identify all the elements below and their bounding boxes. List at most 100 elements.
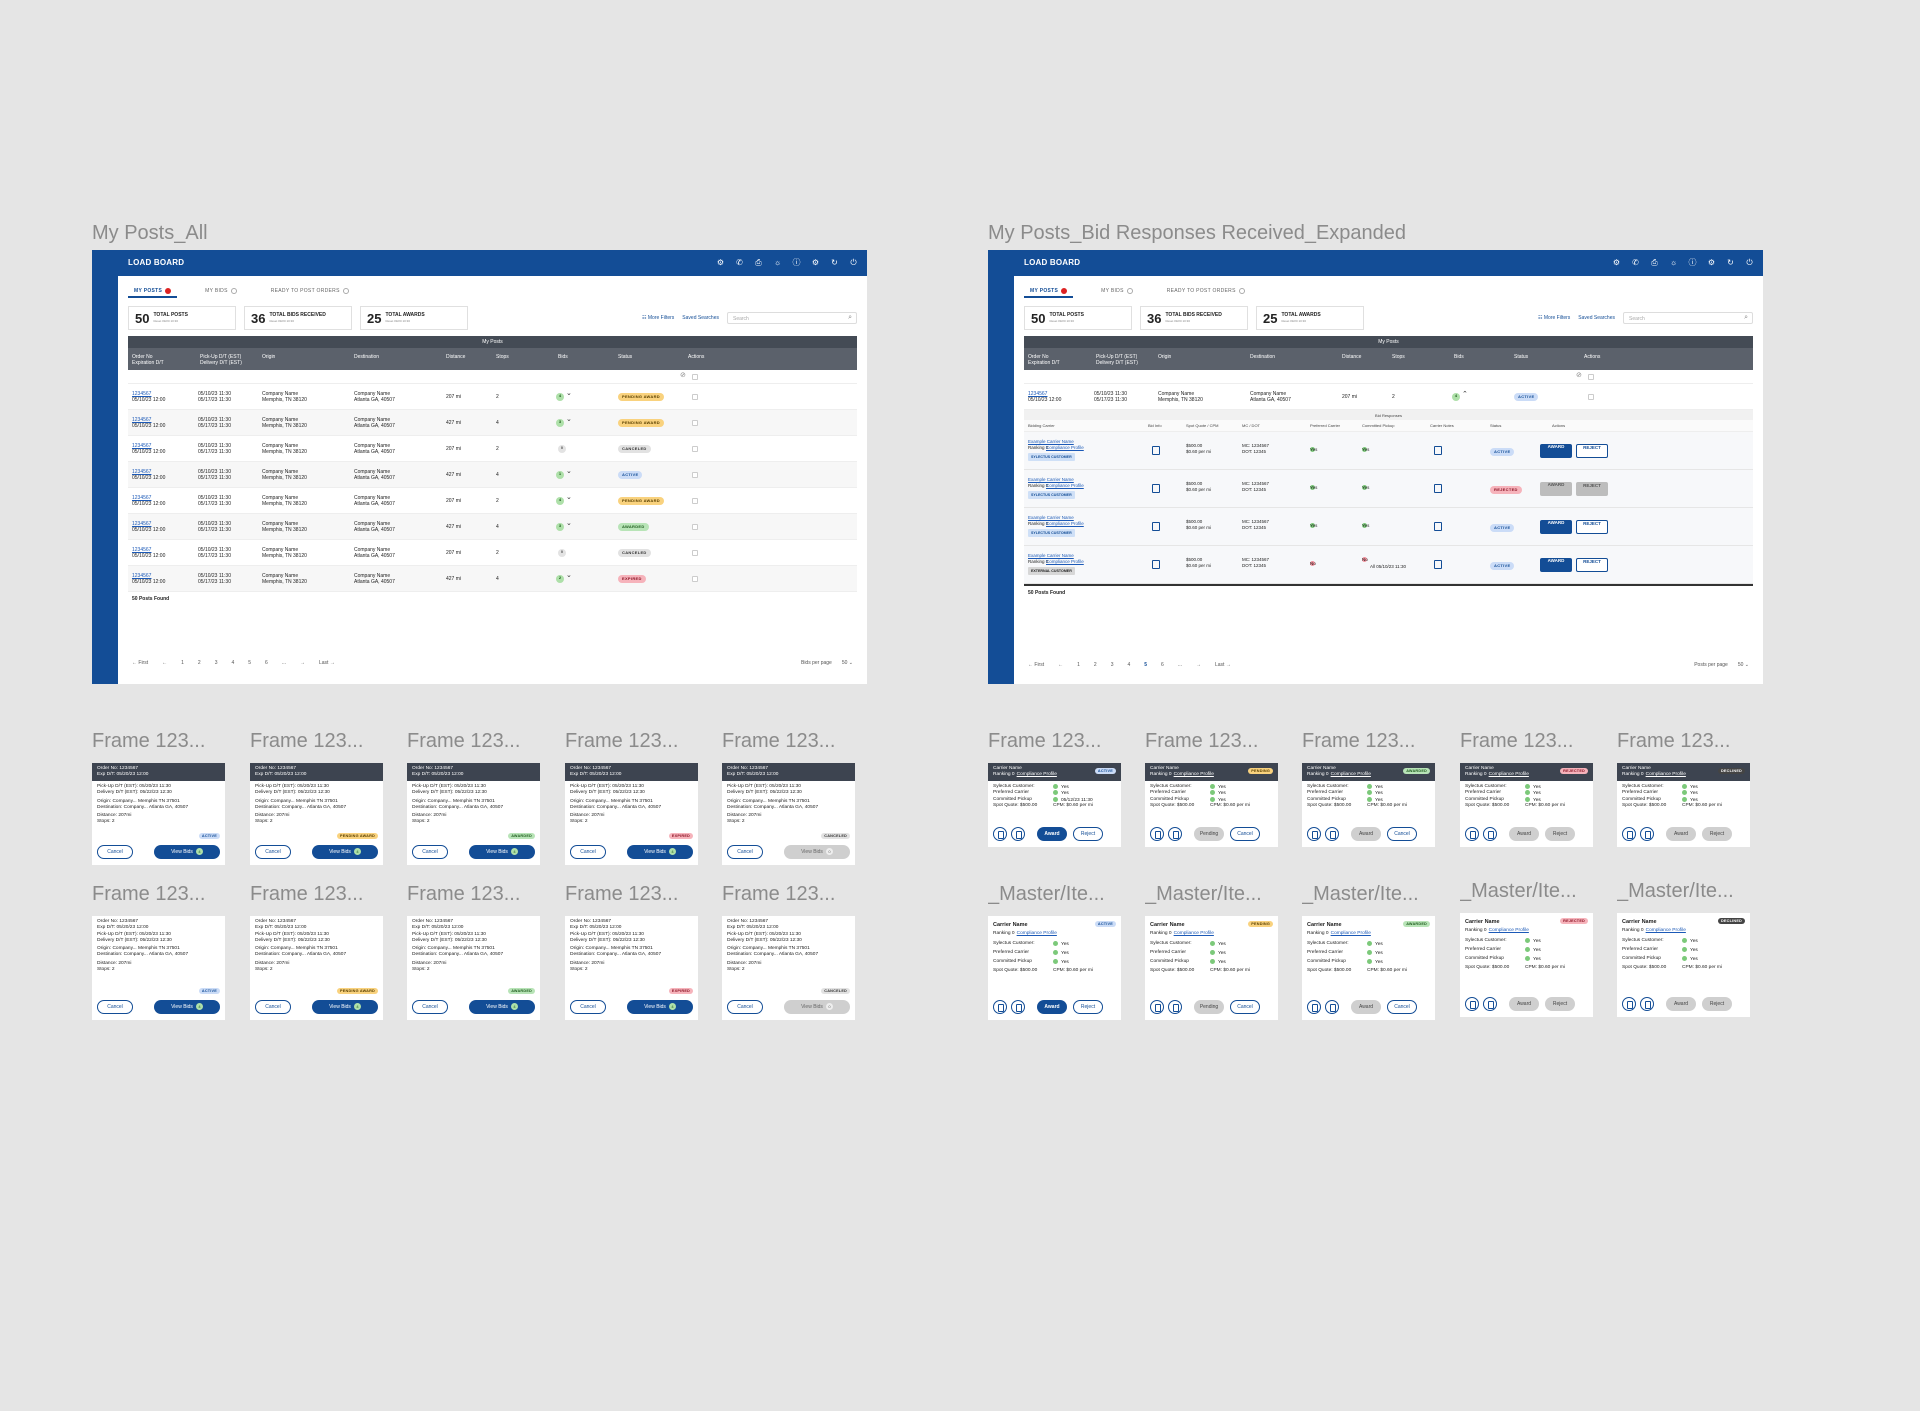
cancel-button[interactable]: Cancel — [255, 1000, 291, 1014]
per-page-select[interactable]: 50 — [841, 660, 848, 666]
secondary-action-button[interactable]: Reject — [1073, 1000, 1103, 1014]
chevron-down-icon[interactable]: ⌄ — [566, 520, 572, 527]
order-link[interactable]: 1234567 — [132, 391, 152, 397]
table-row[interactable]: 1234567 05/10/23 12:00 05/10/23 11:30 05/17… — [128, 410, 857, 436]
bid-info-icon[interactable] — [993, 827, 1007, 841]
order-link[interactable]: 1234567 — [132, 417, 152, 423]
bid-info-icon[interactable] — [1307, 827, 1321, 841]
carrier-name-link[interactable]: Example Carrier Name — [1028, 439, 1074, 444]
row-checkbox[interactable] — [692, 472, 698, 478]
lightbulb-icon[interactable]: ☼ — [773, 258, 782, 267]
phone-icon[interactable]: ✆ — [1632, 258, 1639, 267]
table-row[interactable]: 1234567 05/10/23 12:00 05/10/23 11:30 05/17… — [128, 566, 857, 592]
bid-info-icon[interactable] — [1465, 997, 1479, 1011]
row-checkbox[interactable] — [692, 550, 698, 556]
order-link[interactable]: 1234567 — [132, 547, 152, 553]
reject-button[interactable]: REJECT — [1576, 520, 1608, 534]
chevron-down-icon[interactable]: ⌄ — [566, 468, 572, 475]
notes-icon[interactable] — [1483, 997, 1497, 1011]
refresh-icon[interactable]: ↻ — [1727, 258, 1734, 267]
first-page-link[interactable]: ← First — [1028, 662, 1044, 668]
compliance-profile-link[interactable]: Compliance Profile — [1173, 772, 1214, 777]
next-page-icon[interactable]: → — [1195, 662, 1201, 668]
page-number[interactable]: 6 — [265, 660, 268, 666]
reject-button[interactable]: REJECT — [1576, 444, 1608, 458]
chevron-down-icon[interactable]: ⌄ — [566, 416, 572, 423]
cancel-button[interactable]: Cancel — [570, 1000, 606, 1014]
compliance-profile-link[interactable]: Compliance Profile — [1488, 772, 1529, 777]
carrier-notes-icon[interactable] — [1434, 522, 1442, 531]
page-number[interactable]: 4 — [1127, 662, 1131, 668]
bid-info-icon[interactable] — [1622, 997, 1636, 1011]
table-row[interactable]: 1234567 05/10/23 12:00 05/10/23 11:30 05/17… — [128, 540, 857, 566]
bid-info-icon[interactable] — [1152, 560, 1160, 569]
carrier-name-link[interactable]: Example Carrier Name — [1028, 515, 1074, 520]
page-number[interactable]: 6 — [1161, 662, 1164, 668]
power-icon[interactable]: ⏻ — [1746, 258, 1753, 267]
info-icon[interactable]: ⓘ — [1688, 258, 1697, 267]
chevron-down-icon[interactable]: ⌄ — [566, 494, 572, 501]
secondary-action-button[interactable]: Cancel — [1387, 1000, 1417, 1014]
compliance-profile-link[interactable]: Compliance Profile — [1046, 445, 1084, 450]
chevron-down-icon[interactable]: ⌄ — [566, 572, 572, 579]
page-number[interactable]: 5 — [248, 660, 252, 666]
page-number[interactable]: 1 — [181, 660, 184, 666]
carrier-notes-icon[interactable] — [1434, 560, 1442, 569]
view-bids-button[interactable]: View Bids 4 — [154, 845, 220, 859]
compliance-profile-link[interactable]: Compliance Profile — [1046, 521, 1084, 526]
carrier-name-link[interactable]: Example Carrier Name — [1028, 477, 1074, 482]
page-number[interactable]: 3 — [214, 660, 218, 666]
block-icon[interactable]: ⊘ — [1576, 372, 1582, 379]
settings-icon[interactable]: ⚙ — [716, 258, 725, 267]
page-number[interactable]: 1 — [1077, 662, 1080, 668]
table-row[interactable]: 1234567 05/10/23 12:00 05/10/23 11:30 05/17… — [128, 488, 857, 514]
cancel-button[interactable]: Cancel — [727, 1000, 763, 1014]
view-bids-button[interactable]: View Bids 4 — [469, 1000, 535, 1014]
page-number[interactable]: 4 — [231, 660, 235, 666]
view-bids-button[interactable]: View Bids 4 — [469, 845, 535, 859]
secondary-action-button[interactable]: Cancel — [1387, 827, 1417, 841]
notes-icon[interactable] — [1325, 827, 1339, 841]
prev-page-icon[interactable]: ← — [1058, 662, 1064, 668]
expanded-row[interactable]: 1234567 05/10/23 12:00 05/10/23 11:30 05/17… — [1024, 384, 1753, 410]
compliance-profile-link[interactable]: Compliance Profile — [1016, 772, 1057, 777]
block-icon[interactable]: ⊘ — [680, 372, 686, 379]
view-bids-button[interactable]: View Bids 4 — [154, 1000, 220, 1014]
cancel-button[interactable]: Cancel — [97, 1000, 133, 1014]
lightbulb-icon[interactable]: ☼ — [1669, 258, 1678, 267]
view-bids-button[interactable]: View Bids 4 — [312, 845, 378, 859]
compliance-profile-link[interactable]: Compliance Profile — [1046, 483, 1084, 488]
bid-info-icon[interactable] — [1465, 827, 1479, 841]
cancel-button[interactable]: Cancel — [412, 1000, 448, 1014]
bid-info-icon[interactable] — [1152, 522, 1160, 531]
award-button[interactable]: AWARD — [1540, 558, 1572, 572]
page-number[interactable]: 3 — [1110, 662, 1114, 668]
secondary-action-button[interactable]: Cancel — [1230, 1000, 1260, 1014]
page-number[interactable]: ... — [281, 660, 286, 666]
per-page-select[interactable]: 50 — [1737, 662, 1744, 668]
phone-icon[interactable]: ✆ — [736, 258, 743, 267]
order-link[interactable]: 1234567 — [132, 521, 152, 527]
secondary-action-button[interactable]: Cancel — [1230, 827, 1260, 841]
tab-my-bids[interactable]: MY BIDS — [199, 284, 243, 298]
notes-icon[interactable] — [1011, 1000, 1025, 1014]
primary-action-button[interactable]: Award — [1037, 1000, 1067, 1014]
notes-icon[interactable] — [1168, 827, 1182, 841]
tab-my-posts[interactable]: MY POSTS — [128, 284, 178, 298]
order-link[interactable]: 1234567 — [132, 495, 152, 501]
notes-icon[interactable] — [1325, 1000, 1339, 1014]
bid-info-icon[interactable] — [1307, 1000, 1321, 1014]
row-checkbox[interactable] — [692, 498, 698, 504]
chevron-down-icon[interactable]: ⌄ — [566, 390, 572, 397]
compliance-profile-link[interactable]: Compliance Profile — [1173, 931, 1214, 937]
award-button[interactable]: AWARD — [1540, 444, 1572, 458]
cancel-button[interactable]: Cancel — [255, 845, 291, 859]
search-input[interactable]: Search — [727, 312, 857, 324]
reject-button[interactable]: REJECT — [1576, 558, 1608, 572]
view-bids-button[interactable]: View Bids 4 — [312, 1000, 378, 1014]
bid-info-icon[interactable] — [993, 1000, 1007, 1014]
row-checkbox[interactable] — [692, 420, 698, 426]
compliance-profile-link[interactable]: Compliance Profile — [1488, 928, 1529, 934]
row-checkbox[interactable] — [1588, 394, 1594, 400]
compliance-profile-link[interactable]: Compliance Profile — [1645, 928, 1686, 934]
